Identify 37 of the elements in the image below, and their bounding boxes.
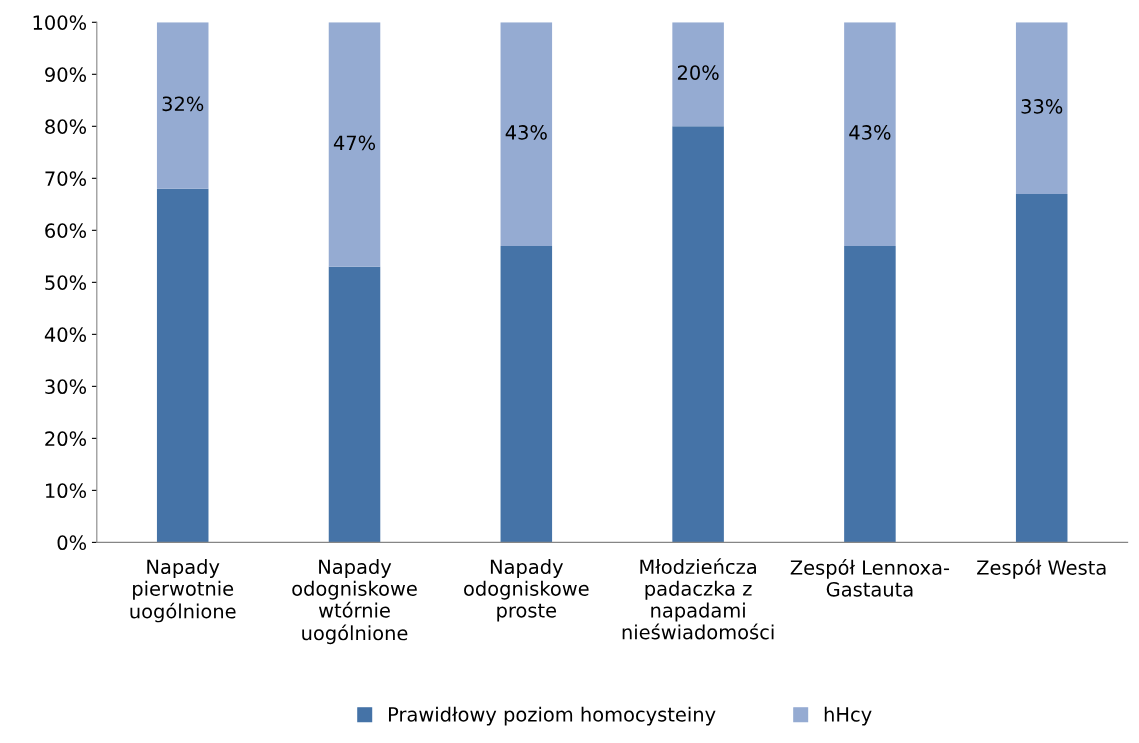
y-tick-label: 100%	[33, 15, 87, 30]
bar	[844, 245, 896, 543]
bar	[844, 22, 896, 246]
bar	[672, 22, 724, 127]
legend-label: hHcy	[824, 706, 872, 726]
y-tick-label: 10%	[46, 483, 87, 499]
x-tick-label: Napady pierwotnie uogólnione	[130, 559, 236, 623]
bar	[156, 22, 209, 189]
legend-label: Prawidłowy poziom homocysteiny	[388, 706, 716, 726]
data-label: 43%	[505, 125, 547, 140]
data-label: 20%	[677, 65, 719, 80]
x-tick-label: Zespół Westa	[977, 559, 1106, 579]
y-tick-label: 20%	[45, 431, 87, 447]
x-tick-label: Napady odogniskowe wtórnie uogólnione	[292, 559, 417, 645]
data-label: 32%	[162, 96, 204, 112]
y-tick-label: 90%	[45, 67, 87, 82]
bar	[500, 22, 553, 246]
y-tick-label: 50%	[45, 275, 87, 290]
bar	[672, 126, 724, 543]
bar	[156, 188, 209, 543]
x-tick-label: Napady odogniskowe proste	[464, 559, 589, 622]
data-label: 47%	[333, 135, 376, 151]
y-tick-label: 0%	[57, 535, 87, 551]
bar	[328, 266, 381, 543]
data-label: 33%	[1021, 99, 1063, 114]
y-tick-label: 80%	[45, 119, 87, 134]
bar	[328, 22, 381, 267]
y-tick-label: 40%	[44, 327, 87, 343]
x-tick-label: Zespół Lennoxa- Gastauta	[790, 559, 950, 597]
data-label: 43%	[849, 125, 891, 140]
bar	[1015, 22, 1068, 194]
bar	[500, 245, 553, 543]
bar	[1015, 193, 1068, 543]
y-tick-label: 30%	[45, 379, 87, 395]
x-tick-label: Młodzieńcza padaczka z napadami nieświadomości	[622, 558, 774, 640]
y-tick-label: 70%	[45, 171, 87, 186]
y-tick-label: 60%	[45, 223, 87, 238]
